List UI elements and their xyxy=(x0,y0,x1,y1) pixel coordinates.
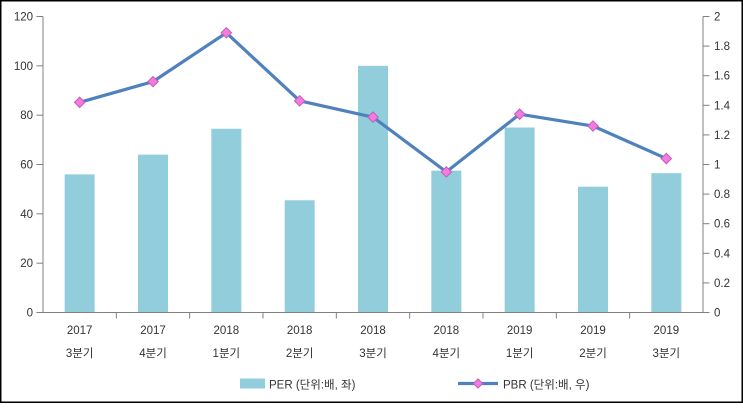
pbr-marker xyxy=(367,111,379,124)
x-label-year: 2017 xyxy=(67,325,93,337)
left-axis-tick-label: 120 xyxy=(14,12,33,24)
x-label-year: 2019 xyxy=(654,325,680,337)
left-axis-tick-label: 20 xyxy=(20,258,33,270)
pbr-marker xyxy=(293,94,306,107)
right-axis-tick-label: 1.2 xyxy=(714,130,730,142)
x-label-quarter: 4분기 xyxy=(433,347,461,360)
pbr-marker xyxy=(660,152,673,165)
right-axis-tick-label: 0.4 xyxy=(714,248,731,260)
left-axis-tick-label: 100 xyxy=(14,61,33,73)
legend-pbr-marker xyxy=(472,378,484,389)
x-label-year: 2019 xyxy=(507,325,533,337)
per-bar xyxy=(358,65,388,313)
right-axis-tick-label: 1.8 xyxy=(714,41,730,53)
pbr-marker xyxy=(147,75,159,88)
x-label-year: 2018 xyxy=(360,325,386,337)
right-axis-tick-label: 1 xyxy=(714,160,720,172)
left-axis-tick-label: 0 xyxy=(27,308,33,320)
x-label-quarter: 3분기 xyxy=(66,347,94,360)
pbr-marker xyxy=(587,120,599,132)
right-axis-tick-label: 0 xyxy=(714,308,720,320)
right-axis-tick-label: 0.8 xyxy=(714,189,730,201)
per-bar xyxy=(138,154,168,313)
x-label-quarter: 2분기 xyxy=(579,347,607,360)
pbr-marker xyxy=(513,108,526,121)
x-label-quarter: 4분기 xyxy=(139,347,167,360)
left-axis-tick-label: 60 xyxy=(20,160,33,172)
x-label-quarter: 1분기 xyxy=(506,347,534,360)
per-bar xyxy=(211,128,242,313)
left-axis-tick-label: 40 xyxy=(20,209,33,221)
pbr-marker xyxy=(73,96,86,109)
x-label-quarter: 2분기 xyxy=(286,347,314,360)
x-label-year: 2018 xyxy=(214,325,240,337)
per-bar xyxy=(431,170,462,313)
per-bar xyxy=(578,186,608,313)
pbr-marker xyxy=(220,26,233,39)
x-label-quarter: 3분기 xyxy=(653,347,681,360)
legend-pbr-label: PBR (단위:배, 우) xyxy=(503,379,590,392)
x-label-year: 2018 xyxy=(434,325,460,337)
x-label-year: 2018 xyxy=(287,325,313,337)
right-axis-tick-label: 1.4 xyxy=(714,100,731,112)
left-axis-tick-label: 80 xyxy=(20,110,33,122)
legend-per-label: PER (단위:배, 좌) xyxy=(269,379,356,392)
per-bar xyxy=(504,127,535,313)
per-bar xyxy=(651,173,682,313)
x-label-year: 2019 xyxy=(580,325,606,337)
right-axis-tick-label: 1.6 xyxy=(714,71,730,83)
per-bar xyxy=(284,200,315,313)
per-bar xyxy=(64,174,95,313)
x-label-quarter: 1분기 xyxy=(213,347,241,360)
right-axis-tick-label: 2 xyxy=(714,12,720,24)
legend-per-swatch xyxy=(240,378,265,389)
x-label-year: 2017 xyxy=(140,325,166,337)
right-axis-tick-label: 0.6 xyxy=(714,219,730,231)
right-axis-tick-label: 0.2 xyxy=(714,278,730,290)
pbr-marker xyxy=(440,165,453,178)
x-label-quarter: 3분기 xyxy=(359,347,387,360)
